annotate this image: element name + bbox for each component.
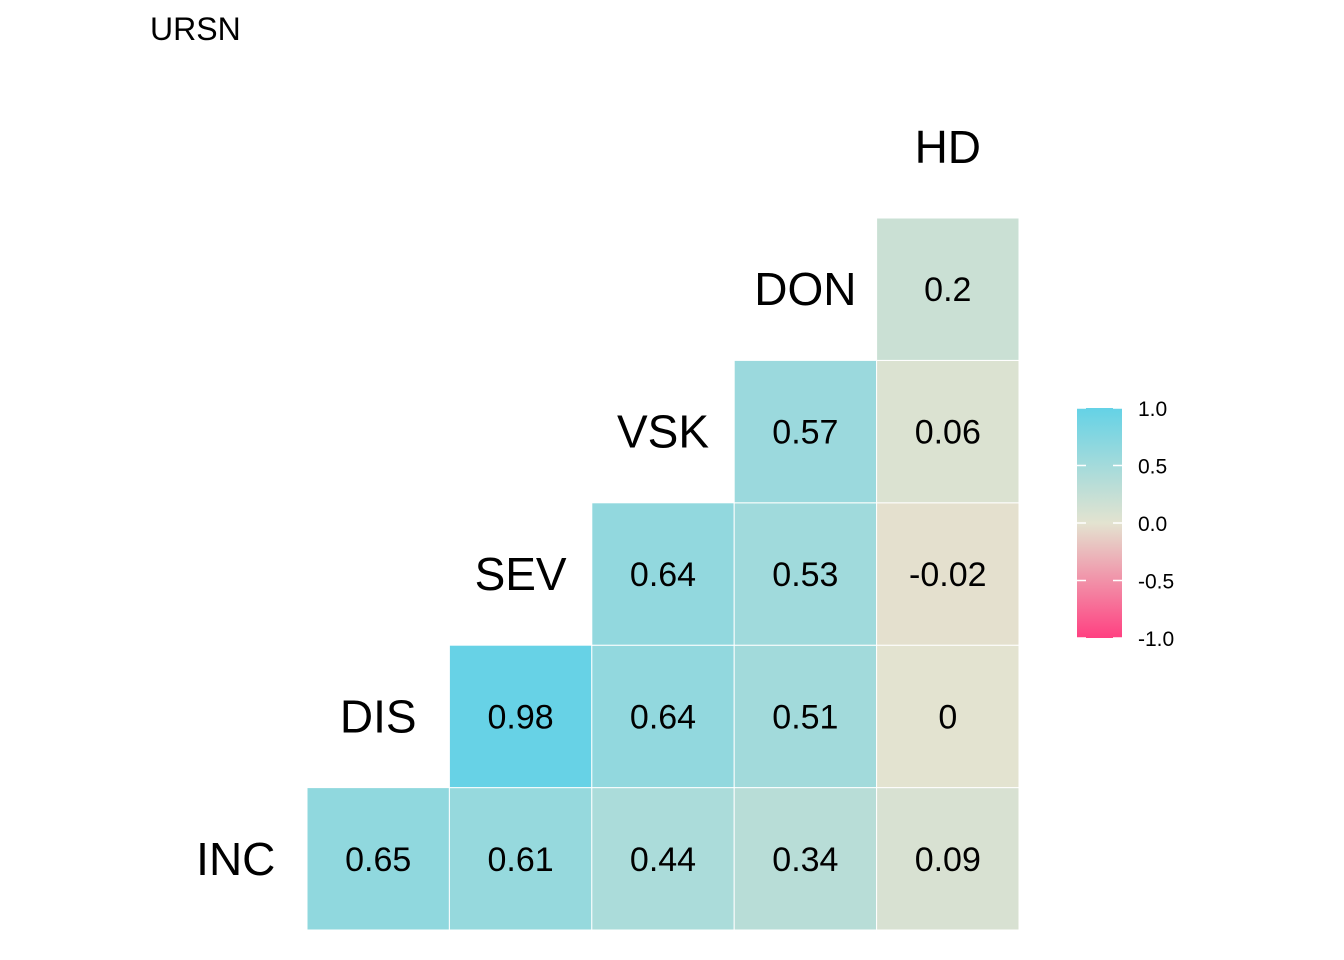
cell-value-label: -0.02 [909,556,987,594]
heatmap-cell-inc-sev [448,787,593,931]
legend-tick-label: -0.5 [1138,571,1174,594]
heatmap-cell-dis-vsk [591,644,735,789]
variable-label-dis: DIS [340,690,417,742]
variable-label-sev: SEV [475,548,567,600]
heatmap-cell-sev-vsk [591,502,735,646]
heatmap-cell-inc-dis [306,787,450,931]
heatmap-cell-dis-hd [876,644,1020,789]
cell-value-label: 0.65 [345,841,411,879]
cell-value-label: 0.2 [924,271,971,309]
legend-tick-label: 1.0 [1138,398,1167,421]
cell-value-label: 0.06 [915,414,981,452]
heatmap-cell-don-hd [876,217,1020,361]
heatmap-cell-vsk-don [733,359,878,504]
cell-value-label: 0.64 [630,698,696,736]
heatmap-cell-inc-don [733,787,878,931]
heatmap-cell-inc-vsk [591,787,735,931]
cell-value-label: 0.34 [772,841,838,879]
cell-value-label: 0.44 [630,841,696,879]
heatmap-cell-inc-hd [876,787,1020,931]
legend-tick-label: 0.0 [1138,513,1167,536]
chart-title: URSN [150,11,241,47]
variable-label-hd: HD [915,121,981,173]
heatmap-cell-sev-hd [876,502,1020,646]
cell-value-label: 0.57 [772,414,838,452]
cell-value-label: 0.53 [772,556,838,594]
cell-value-label: 0.61 [488,841,554,879]
variable-label-don: DON [754,263,856,315]
legend-tick-label: 0.5 [1138,456,1167,479]
variable-label-vsk: VSK [617,406,709,458]
legend-tick-label: -1.0 [1138,628,1174,651]
cell-value-label: 0.98 [488,698,554,736]
heatmap-cell-dis-don [733,644,878,789]
cell-value-label: 0 [938,698,957,736]
heatmap-cells: 0.65 0.61 0.98 0.44 0.64 0.64 0.34 0.51 0.53 0.57… [306,217,1020,931]
cell-value-label: 0.51 [772,698,838,736]
heatmap-cell-dis-sev [448,644,593,789]
color-legend: 1.0 0.5 0.0 -0.5 -1.0 [1077,398,1174,651]
cell-value-label: 0.64 [630,556,696,594]
variable-labels: INC DIS SEV VSK DON HD [196,121,981,885]
cell-value-label: 0.09 [915,841,981,879]
heatmap-cell-sev-don [733,502,878,646]
variable-label-inc: INC [196,833,275,885]
